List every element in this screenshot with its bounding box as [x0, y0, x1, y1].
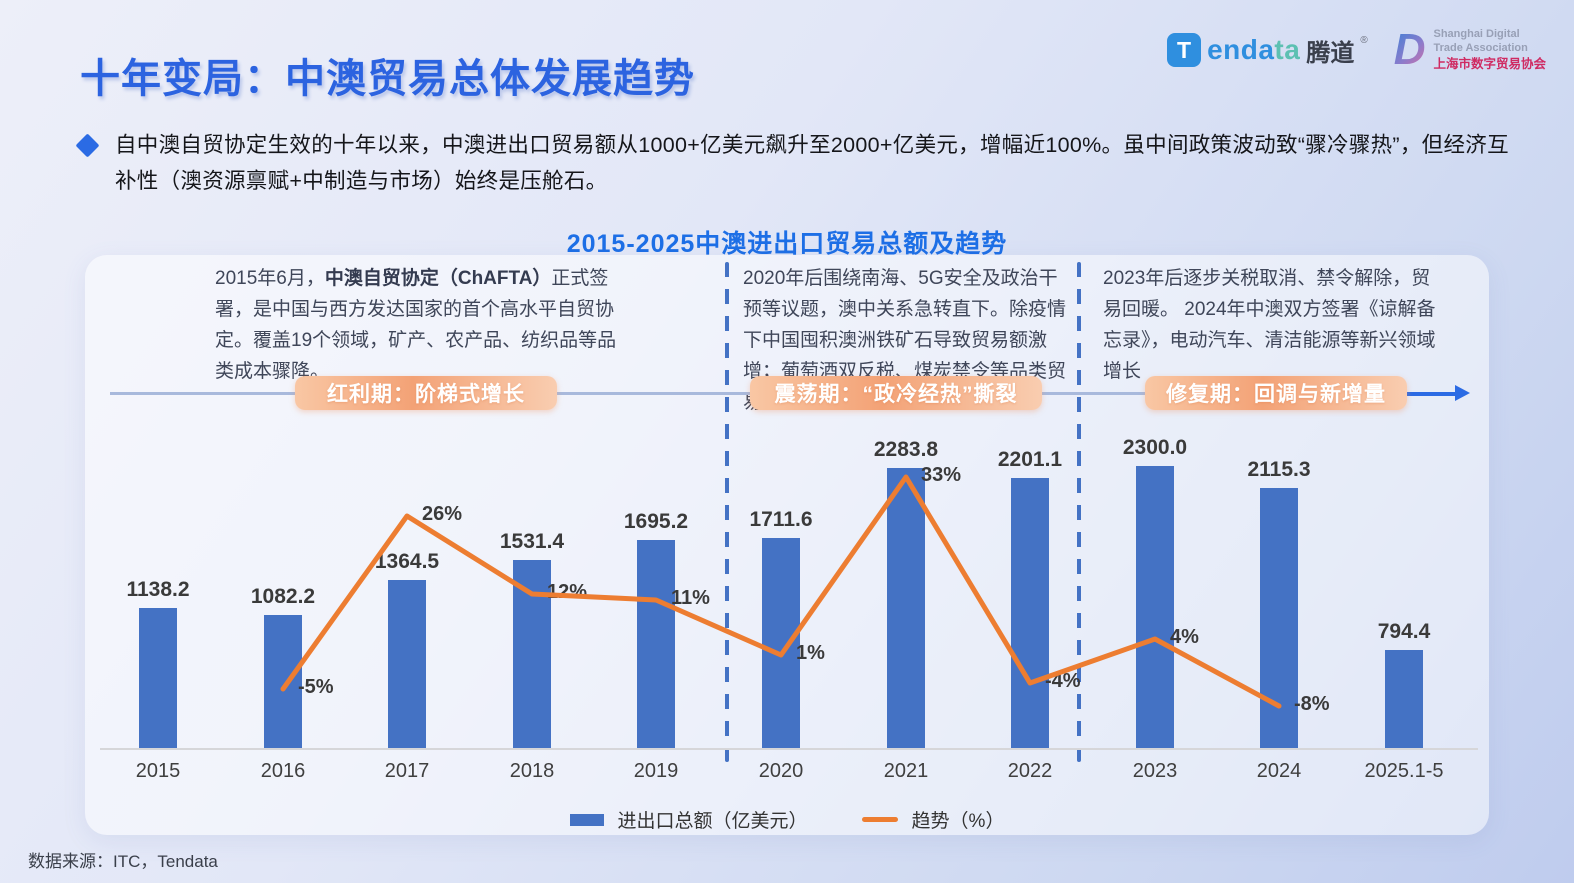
diamond-bullet-icon	[75, 133, 100, 158]
plot-area: 1138.2 2015 1082.2 2016 1364.5 2017 1531.4 2018…	[85, 255, 1489, 835]
trend-point-label: 12%	[547, 581, 588, 603]
x-axis-line	[100, 748, 1478, 750]
tendata-wordmark-blue: enda	[1207, 34, 1275, 65]
bar-value-label: 1695.2	[623, 510, 689, 533]
x-tick-label: 2019	[633, 760, 679, 782]
sdta-d-icon: D	[1393, 25, 1426, 74]
bar	[264, 615, 302, 748]
x-tick-label: 2020	[758, 760, 804, 782]
bar-value-label: 1364.5	[374, 550, 440, 573]
bar-value-label: 1138.2	[126, 578, 190, 601]
phase-pill-bonus-period: 红利期：阶梯式增长	[295, 376, 557, 410]
bar	[388, 580, 426, 748]
trend-point-label: -8%	[1294, 693, 1330, 715]
x-tick-label: 2025.1-5	[1364, 760, 1444, 782]
sdta-en-line1: Shanghai Digital	[1433, 28, 1520, 41]
bar	[637, 540, 675, 748]
sdta-en-line2: Trade Association	[1433, 41, 1528, 54]
chart-legend: 进出口总额（亿美元） 趋势（%）	[85, 806, 1489, 833]
bar	[762, 538, 800, 748]
tendata-wordmark: endata	[1207, 34, 1300, 66]
bar-value-label: 2283.8	[873, 438, 939, 461]
x-tick-label: 2015	[135, 760, 181, 782]
intro-paragraph: 自中澳自贸协定生效的十年以来，中澳进出口贸易额从1000+亿美元飙升至2000+…	[115, 133, 1509, 193]
phase-pill-recovery-period: 修复期：回调与新增量	[1145, 376, 1407, 410]
tendata-logo-icon: T	[1167, 33, 1202, 67]
bar-value-label: 2300.0	[1122, 436, 1188, 459]
bar	[139, 608, 177, 748]
trend-point-label: 11%	[671, 587, 710, 609]
legend-line-label: 趋势（%）	[911, 811, 1005, 832]
bar	[1136, 466, 1174, 748]
bar-value-label: 1711.6	[749, 508, 813, 531]
chart-panel: 2015年6月，中澳自贸协定（ChAFTA）正式签署，是中国与西方发达国家的首个…	[85, 255, 1489, 835]
trend-point-label: 26%	[422, 503, 463, 525]
x-tick-label: 2024	[1256, 760, 1302, 782]
x-tick-label: 2022	[1007, 760, 1053, 782]
page-title: 十年变局：中澳贸易总体发展趋势	[80, 57, 695, 101]
bar-value-label: 2201.1	[997, 448, 1063, 471]
trend-point-label: -5%	[298, 676, 334, 698]
bar	[1260, 488, 1298, 748]
timeline-arrow-head-icon	[1455, 385, 1470, 401]
trend-point-label: 33%	[921, 464, 962, 486]
x-tick-label: 2023	[1132, 760, 1178, 782]
sdta-text-block: Shanghai Digital Trade Association 上海市数字…	[1433, 28, 1546, 71]
sdta-cn-line: 上海市数字贸易协会	[1433, 56, 1546, 71]
bar	[513, 560, 551, 748]
tendata-logo: T endata 腾道 ®	[1167, 33, 1368, 68]
bar-value-label: 1082.2	[250, 585, 316, 608]
bar-value-label: 1531.4	[499, 530, 565, 553]
bar	[887, 468, 925, 748]
sdta-logo: D Shanghai Digital Trade Association 上海市…	[1394, 28, 1546, 72]
legend-bar-swatch-icon	[569, 813, 604, 826]
data-source-note: 数据来源：ITC，Tendata	[28, 852, 218, 871]
x-tick-label: 2017	[384, 760, 430, 782]
x-tick-label: 2021	[883, 760, 929, 782]
timeline-arrow	[1407, 392, 1457, 396]
trend-point-label: -4%	[1045, 670, 1081, 692]
logo-row: T endata 腾道 ® D Shanghai Digital Trade A…	[1167, 28, 1546, 72]
chart-title: 2015-2025中澳进出口贸易总额及趋势	[566, 230, 1008, 258]
registered-mark-icon: ®	[1360, 34, 1368, 46]
trend-point-label: 4%	[1170, 626, 1199, 648]
bar	[1011, 478, 1049, 748]
tendata-wordmark-teal: ta	[1274, 34, 1301, 65]
legend-bar-label: 进出口总额（亿美元）	[617, 811, 808, 832]
period-3-desc-post: 2023年后逐步关税取消、禁令解除，贸易回暖。 2024年中澳双方签署《谅解备忘…	[1103, 268, 1436, 382]
period-1-desc-pre: 2015年6月，	[215, 268, 325, 289]
period-3-description: 2023年后逐步关税取消、禁令解除，贸易回暖。 2024年中澳双方签署《谅解备忘…	[1103, 263, 1441, 387]
phase-pill-turbulence-period: 震荡期：“政冷经热”撕裂	[750, 376, 1042, 410]
bar	[1385, 650, 1423, 748]
trend-point-label: 1%	[796, 642, 825, 664]
period-1-desc-bold: 中澳自贸协定（ChAFTA）	[324, 268, 552, 289]
tendata-cn-label: 腾道	[1306, 39, 1355, 67]
legend-line-swatch-icon	[861, 817, 898, 822]
x-tick-label: 2016	[260, 760, 306, 782]
x-tick-label: 2018	[509, 760, 555, 782]
bar-value-label: 2115.3	[1247, 458, 1311, 481]
bar-value-label: 794.4	[1377, 620, 1431, 643]
